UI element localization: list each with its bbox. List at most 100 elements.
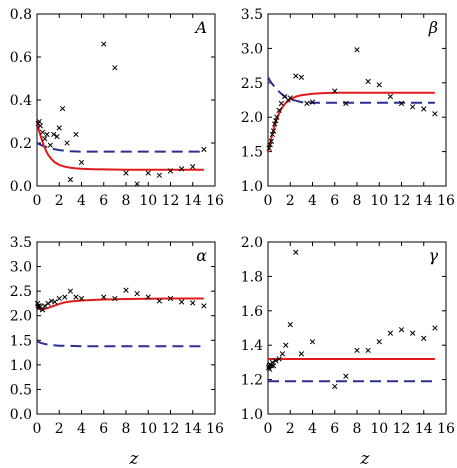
scatter-point [273, 117, 279, 124]
x-tick-label: 8 [122, 421, 131, 437]
x-tick-label: 12 [393, 421, 411, 437]
scatter-point [52, 299, 58, 305]
scatter-point [354, 47, 360, 53]
x-tick-label: 8 [353, 193, 362, 209]
scatter-point [365, 347, 371, 354]
x-tick-label: 10 [370, 421, 388, 437]
x-tick-label: 10 [139, 193, 157, 209]
x-tick-label: 6 [99, 421, 108, 437]
scatter-point [332, 88, 338, 94]
scatter-point [398, 100, 405, 107]
scatter-point [112, 295, 118, 302]
scatter-point [190, 300, 196, 306]
x-tick-label: 14 [415, 193, 433, 209]
scatter-point [134, 290, 140, 297]
scatter-point [134, 181, 140, 187]
scatter-point [309, 99, 316, 105]
scatter-point [39, 129, 46, 135]
scatter-point [45, 300, 51, 307]
scatter-point [78, 295, 85, 302]
x-axis-label: z [360, 449, 371, 468]
scatter-point [398, 327, 405, 333]
x-tick-label: 12 [393, 193, 411, 209]
dashed-series-line [36, 340, 204, 348]
x-tick-label: 16 [437, 193, 455, 209]
x-tick-label: 4 [308, 193, 317, 209]
scatter-point [276, 356, 282, 362]
scatter-point [343, 373, 349, 379]
y-tick-label: 1.5 [241, 145, 263, 161]
scatter-point [44, 131, 50, 138]
y-tick-label: 1.5 [10, 333, 32, 349]
scatter-point [332, 383, 338, 390]
y-tick-label: 0.5 [10, 382, 32, 398]
x-tick-label: 2 [55, 421, 64, 437]
scatter-point [190, 163, 196, 170]
y-tick-label: 1.0 [241, 179, 263, 195]
y-tick-label: 0.0 [10, 179, 32, 195]
scatter-point [365, 78, 371, 85]
plot-frame [267, 241, 447, 415]
scatter-point [178, 166, 185, 172]
scatter-point [421, 335, 427, 341]
x-tick-label: 2 [55, 193, 64, 209]
scatter-point [145, 294, 151, 300]
chart-panel: 0 2 4 6 8 10 12 14 16 0.0 0.5 1.0 1.5 2.0 2.5 3.0 3.5 α z [10, 235, 224, 468]
y-tick-label: 1.6 [241, 304, 263, 320]
dashed-series-line [267, 76, 435, 104]
x-tick-label: 14 [415, 421, 433, 437]
x-tick-label: 16 [206, 193, 224, 209]
scatter-point [145, 170, 151, 176]
scatter-point [293, 249, 299, 255]
scatter-point [37, 304, 43, 310]
x-tick-label: 12 [162, 193, 180, 209]
chart-panel: 0 2 4 6 8 10 12 14 16 0.0 0.2 0.4 0.6 0.8 A [10, 7, 224, 209]
x-axis-label: z [129, 449, 140, 468]
scatter-point [266, 145, 272, 151]
scatter-point [56, 295, 62, 302]
plot-frame [36, 13, 216, 187]
x-tick-label: 4 [77, 421, 86, 437]
x-tick-label: 12 [162, 421, 180, 437]
y-tick-label: 1.0 [10, 358, 32, 374]
scatter-point [62, 294, 68, 300]
y-tick-label: 1.0 [241, 407, 263, 423]
y-tick-label: 3.5 [241, 7, 263, 23]
scatter-point [279, 351, 286, 357]
scatter-point [36, 118, 42, 125]
scatter-point [73, 294, 79, 300]
scatter-point [270, 128, 277, 134]
x-tick-label: 14 [184, 421, 202, 437]
scatter-point [48, 298, 55, 304]
x-tick-label: 16 [437, 421, 455, 437]
scatter-point [354, 347, 360, 354]
scatter-point [67, 176, 74, 183]
scatter-point [201, 146, 207, 153]
scatter-point [273, 358, 279, 364]
x-tick-label: 10 [370, 193, 388, 209]
x-tick-label: 16 [206, 421, 224, 437]
x-tick-label: 2 [286, 193, 295, 209]
y-tick-label: 0.6 [10, 50, 32, 66]
x-tick-label: 8 [122, 193, 131, 209]
y-tick-label: 3.0 [10, 260, 32, 276]
chart-panel: 0 2 4 6 8 10 12 14 16 1.0 1.2 1.4 1.6 1.8 2.0 γ z [241, 235, 455, 468]
scatter-point [39, 307, 46, 313]
x-tick-label: 0 [33, 193, 42, 209]
solid-series-line [36, 121, 204, 171]
x-tick-label: 6 [99, 193, 108, 209]
scatter-point [272, 121, 278, 127]
scatter-point [432, 325, 438, 331]
panel-label: α [196, 246, 207, 265]
solid-series-line [36, 297, 204, 311]
scatter-point [101, 41, 107, 47]
y-tick-label: 1.4 [241, 338, 263, 354]
x-tick-label: 10 [139, 421, 157, 437]
scatter-point [42, 136, 48, 142]
plot-frame [36, 241, 216, 415]
solid-series-line [267, 91, 435, 152]
scatter-point [167, 295, 174, 302]
scatter-point [47, 142, 54, 148]
scatter-point [42, 303, 48, 309]
